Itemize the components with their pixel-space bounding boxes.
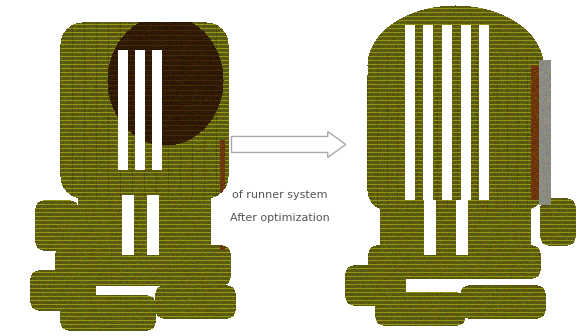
Text: After optimization: After optimization xyxy=(230,213,329,223)
Text: of runner system: of runner system xyxy=(232,190,327,200)
FancyArrow shape xyxy=(231,131,346,158)
